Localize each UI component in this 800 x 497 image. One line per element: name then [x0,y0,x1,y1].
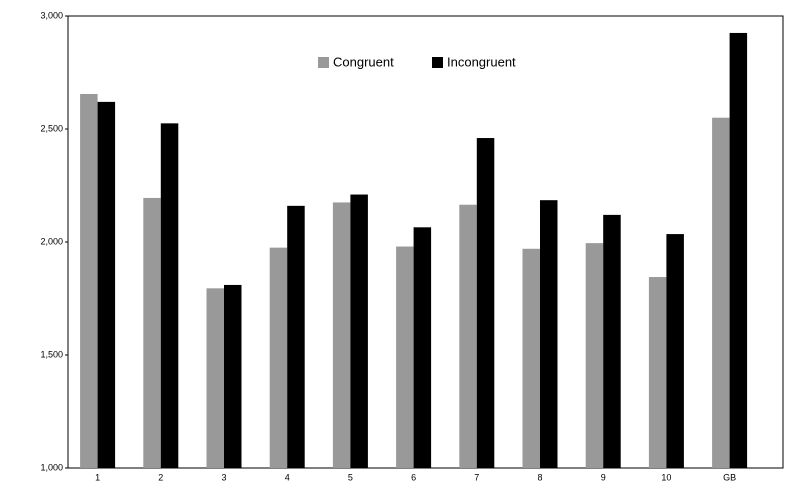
bar [224,284,242,468]
x-tick-label: 9 [601,472,606,482]
bar [666,234,684,468]
bar [603,214,621,468]
bar [396,246,414,468]
bar [160,123,179,468]
x-tick-label: 1 [95,472,100,482]
x-tick-label: GB [723,472,736,482]
bar [143,197,161,468]
bar [540,200,558,468]
bar [80,93,98,468]
bar [287,205,305,468]
x-tick-label: 6 [411,472,416,482]
y-tick-label: 2,000 [40,236,63,246]
y-tick-label: 1,500 [40,349,63,359]
bar [97,101,116,468]
bar [459,204,477,468]
legend-swatch [318,57,329,68]
legend-swatch [432,57,443,68]
y-tick-label: 1,000 [40,462,63,472]
x-tick-label: 5 [348,472,353,482]
bar [332,202,351,468]
bar [712,117,730,468]
legend-label: Congruent [333,54,394,69]
bar [350,194,368,469]
bar [729,32,748,468]
x-tick-label: 10 [661,472,671,482]
x-tick-label: 2 [158,472,163,482]
y-tick-label: 3,000 [40,10,63,20]
bar [206,288,224,468]
bar [522,248,540,468]
bar [269,247,288,468]
x-tick-label: 7 [474,472,479,482]
x-tick-label: 4 [285,472,290,482]
bar [648,277,667,468]
bar [476,138,495,469]
y-tick-label: 2,500 [40,123,63,133]
bar [585,243,604,468]
x-tick-label: 3 [221,472,226,482]
x-tick-label: 8 [537,472,542,482]
bar [413,227,432,468]
legend-label: Incongruent [447,54,516,69]
